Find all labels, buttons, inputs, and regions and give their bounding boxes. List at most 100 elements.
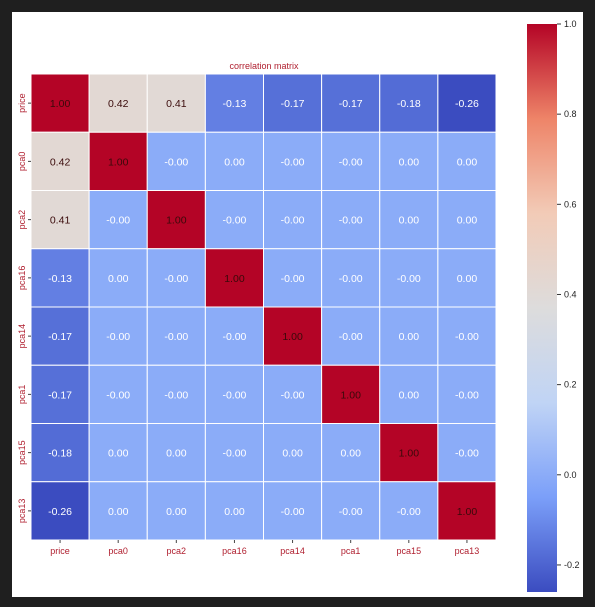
heatmap-cell — [263, 364, 323, 424]
heatmap-cell-value: -0.00 — [281, 273, 305, 285]
heatmap-cell-value: 0.00 — [457, 215, 478, 227]
heatmap-cell — [379, 364, 439, 424]
heatmap-cell-value: -0.00 — [106, 331, 130, 343]
heatmap-cell — [30, 73, 90, 133]
heatmap-cell — [321, 423, 381, 483]
heatmap-cell — [437, 481, 497, 541]
figure-canvas: correlation matrix 1.00 0.42 0.41 -0.13 -0.1… — [12, 12, 583, 597]
heatmap-cell — [437, 306, 497, 366]
x-tick-label: pca2 — [167, 546, 187, 556]
heatmap-cell — [88, 423, 148, 483]
y-tick-label: pca15 — [17, 440, 27, 465]
heatmap-cell-value: 0.00 — [224, 156, 245, 168]
heatmap-cell-value: 0.00 — [399, 389, 420, 401]
colorbar-gradient — [527, 24, 557, 592]
heatmap-cell-value: 1.00 — [224, 273, 245, 285]
heatmap-cell-labels: 1.00 0.42 0.41 -0.13 -0.17 -0.17 -0.18 -0.26 0.4… — [48, 98, 479, 518]
heatmap-cell-value: -0.17 — [48, 331, 72, 343]
heatmap-cell-value: -0.00 — [339, 331, 363, 343]
heatmap-cell-value: -0.00 — [397, 506, 421, 518]
heatmap-cell — [204, 248, 264, 308]
heatmap-cell-value: 1.00 — [50, 98, 71, 110]
heatmap-cell-value: -0.00 — [339, 215, 363, 227]
heatmap-cell-value: -0.17 — [339, 98, 363, 110]
heatmap-cell — [146, 364, 206, 424]
heatmap-cell — [437, 190, 497, 250]
heatmap-cell-value: -0.00 — [339, 273, 363, 285]
heatmap-cell — [263, 306, 323, 366]
heatmap-cell — [30, 423, 90, 483]
heatmap-cell-value: 0.00 — [108, 448, 129, 460]
x-tick-label: pca15 — [397, 546, 422, 556]
heatmap-cell-value: 1.00 — [108, 156, 129, 168]
heatmap-cell — [437, 131, 497, 191]
heatmap-cell-value: -0.00 — [397, 273, 421, 285]
colorbar: -0.2 0.0 0.2 0.4 0.6 0.8 1.0 — [527, 19, 580, 592]
heatmap-cell — [379, 423, 439, 483]
heatmap-cell-value: 0.00 — [457, 156, 478, 168]
y-tick-label: pca14 — [17, 324, 27, 349]
heatmap-cell — [321, 364, 381, 424]
heatmap-cell — [204, 190, 264, 250]
heatmap-cell — [88, 364, 148, 424]
heatmap-cell-value: -0.00 — [281, 389, 305, 401]
heatmap-cell-value: 0.00 — [399, 156, 420, 168]
heatmap-cell-value: 0.00 — [224, 506, 245, 518]
heatmap-cell-value: -0.17 — [48, 389, 72, 401]
colorbar-tick-label: 0.8 — [564, 109, 577, 119]
heatmap-cell — [88, 131, 148, 191]
heatmap-cell-value: 1.00 — [166, 215, 187, 227]
heatmap-cell — [379, 306, 439, 366]
heatmap-cell — [437, 423, 497, 483]
heatmap-cell-value: 0.00 — [399, 331, 420, 343]
heatmap-cell — [146, 423, 206, 483]
heatmap-cell — [146, 248, 206, 308]
heatmap-cell-value: -0.00 — [222, 448, 246, 460]
heatmap-cell-value: 0.42 — [50, 156, 71, 168]
heatmap-cell-value: -0.00 — [164, 389, 188, 401]
heatmap-cell — [437, 364, 497, 424]
heatmap-cell — [321, 131, 381, 191]
x-axis-tick-labels: price pca0 pca2 pca16 pca14 pca1 pca15 pca13 — [50, 540, 479, 556]
heatmap-cell-value: 0.00 — [166, 448, 187, 460]
heatmap-cell-value: 0.41 — [50, 215, 71, 227]
heatmap-cell — [321, 73, 381, 133]
heatmap-cell-value: -0.00 — [106, 215, 130, 227]
colorbar-tick-label: 0.2 — [564, 380, 577, 390]
heatmap-cell-value: -0.26 — [455, 98, 479, 110]
heatmap-cell — [379, 248, 439, 308]
heatmap-cell-value: -0.00 — [164, 331, 188, 343]
heatmap-cell-value: -0.13 — [222, 98, 246, 110]
heatmap-cell-value: -0.00 — [339, 506, 363, 518]
heatmap-cell-value: -0.00 — [106, 389, 130, 401]
heatmap-cell-value: 0.00 — [399, 215, 420, 227]
heatmap-cell — [263, 190, 323, 250]
y-axis-tick-labels: price pca0 pca2 pca16 pca14 pca1 pca15 pca13 — [17, 93, 31, 523]
heatmap-cell-value: -0.00 — [455, 331, 479, 343]
x-tick-label: price — [50, 546, 70, 556]
heatmap-cell-value: 1.00 — [457, 506, 478, 518]
heatmap-cell-value: 0.00 — [166, 506, 187, 518]
x-tick-label: pca0 — [108, 546, 128, 556]
heatmap-cell-value: -0.00 — [222, 331, 246, 343]
colorbar-tick-label: -0.2 — [564, 560, 580, 570]
heatmap-cell — [379, 190, 439, 250]
heatmap-cell — [321, 190, 381, 250]
colorbar-tick-label: 0.0 — [564, 470, 577, 480]
chart-title: correlation matrix — [229, 61, 299, 71]
y-tick-label: price — [17, 93, 27, 113]
heatmap-cell-value: -0.00 — [281, 506, 305, 518]
heatmap-cell-value: -0.26 — [48, 506, 72, 518]
heatmap-cell — [30, 248, 90, 308]
heatmap-cell-value: 0.00 — [108, 506, 129, 518]
heatmap-cell-value: -0.00 — [164, 156, 188, 168]
heatmap-cell-value: -0.17 — [281, 98, 305, 110]
heatmap-cell-value: -0.00 — [455, 448, 479, 460]
heatmap-cell-value: 0.00 — [108, 273, 129, 285]
colorbar-tick-label: 0.4 — [564, 289, 577, 299]
heatmap-cell-value: -0.18 — [397, 98, 421, 110]
x-tick-label: pca16 — [222, 546, 247, 556]
heatmap-cell-value: -0.18 — [48, 448, 72, 460]
heatmap-chart: correlation matrix 1.00 0.42 0.41 -0.13 -0.1… — [17, 19, 580, 592]
heatmap-cell — [204, 131, 264, 191]
